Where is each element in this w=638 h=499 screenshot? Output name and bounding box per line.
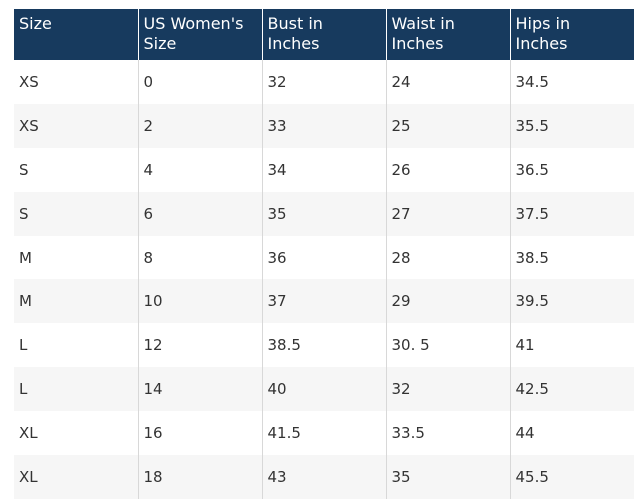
table-cell: 29	[385, 279, 510, 324]
table-row: S 6 35 27 37.5	[14, 191, 634, 236]
table-cell: 45.5	[509, 455, 634, 499]
size-table: Size US Women's Size Bust in Inches Waist i…	[14, 9, 634, 499]
table-cell: 35	[385, 455, 510, 499]
header-cell: Waist in Inches	[385, 9, 510, 60]
table-cell: 41.5	[261, 411, 386, 456]
table-cell: 40	[261, 367, 386, 412]
table-cell: 12	[137, 323, 262, 368]
table-cell: XS	[19, 72, 39, 91]
header-cell: US Women's Size	[137, 9, 262, 60]
table-cell: 33.5	[385, 411, 510, 456]
header-text: Waist in Inches	[391, 14, 455, 53]
table-cell: 41	[509, 323, 634, 368]
table-cell: 37.5	[509, 191, 634, 236]
table-cell: 34.5	[509, 60, 634, 104]
header-text: US Women's Size	[143, 14, 244, 53]
table-cell: 30. 5	[385, 323, 510, 368]
table-row: L 14 40 32 42.5	[14, 367, 634, 412]
table-cell: 37	[261, 279, 386, 324]
table-cell: 27	[385, 191, 510, 236]
table-cell: XL	[14, 455, 138, 499]
table-cell: 38.5	[261, 323, 386, 368]
table-body: XS 0 32 24 34.5 XS 2 33 25 35.5 S 4 34 26 36.5 S 6 35 27 37…	[14, 60, 634, 499]
table-cell: 43	[261, 455, 386, 499]
table-row: XL 16 41.5 33.5 44	[14, 411, 634, 456]
table-cell: L	[14, 367, 138, 412]
table-cell: 32	[261, 60, 386, 104]
table-cell: 34	[261, 147, 386, 192]
table-cell: M	[19, 248, 32, 267]
header-cell: Bust in Inches	[261, 9, 386, 60]
header-text: Size	[19, 14, 52, 33]
header-row: Size US Women's Size Bust in Inches Waist i…	[14, 9, 634, 60]
table-cell: 10	[137, 279, 262, 324]
table-cell: 35	[261, 191, 386, 236]
table-cell: 35.5	[509, 103, 634, 148]
table-row: S 4 34 26 36.5	[14, 147, 634, 192]
table-row: XL 18 43 35 45.5	[14, 455, 634, 499]
table-cell: L	[19, 336, 28, 355]
table-cell: 26	[385, 147, 510, 192]
table-cell: 2	[137, 103, 262, 148]
table-cell: 25	[385, 103, 510, 148]
table-row: M 10 37 29 39.5	[14, 279, 634, 324]
table-cell: 18	[137, 455, 262, 499]
header-text: Hips in Inches	[515, 14, 571, 53]
table-row: XS 0 32 24 34.5	[14, 60, 634, 104]
table-cell: M	[14, 279, 138, 324]
header-cell: Hips in Inches	[509, 9, 634, 60]
header-cell: Size	[14, 9, 138, 60]
table-cell: S	[19, 160, 29, 179]
table-cell: 44	[509, 411, 634, 456]
table-cell: 38.5	[509, 235, 634, 280]
table-cell: 0	[137, 60, 262, 104]
table-cell: 8	[137, 235, 262, 280]
table-cell: 32	[385, 367, 510, 412]
table-cell: 36.5	[509, 147, 634, 192]
table-cell: 36	[261, 235, 386, 280]
header-text: Bust in Inches	[267, 14, 323, 53]
table-row: L 12 38.5 30. 5 41	[14, 323, 634, 368]
table-row: M 8 36 28 38.5	[14, 235, 634, 280]
table-cell: 16	[137, 411, 262, 456]
table-cell: XS	[14, 103, 138, 148]
table-cell: S	[14, 191, 138, 236]
table-cell: XL	[19, 424, 38, 443]
table-cell: 42.5	[509, 367, 634, 412]
table-cell: 24	[385, 60, 510, 104]
table-cell: 39.5	[509, 279, 634, 324]
table-cell: 6	[137, 191, 262, 236]
table-cell: 4	[137, 147, 262, 192]
table-cell: 14	[137, 367, 262, 412]
table-row: XS 2 33 25 35.5	[14, 103, 634, 148]
table-cell: 33	[261, 103, 386, 148]
table-cell: 28	[385, 235, 510, 280]
